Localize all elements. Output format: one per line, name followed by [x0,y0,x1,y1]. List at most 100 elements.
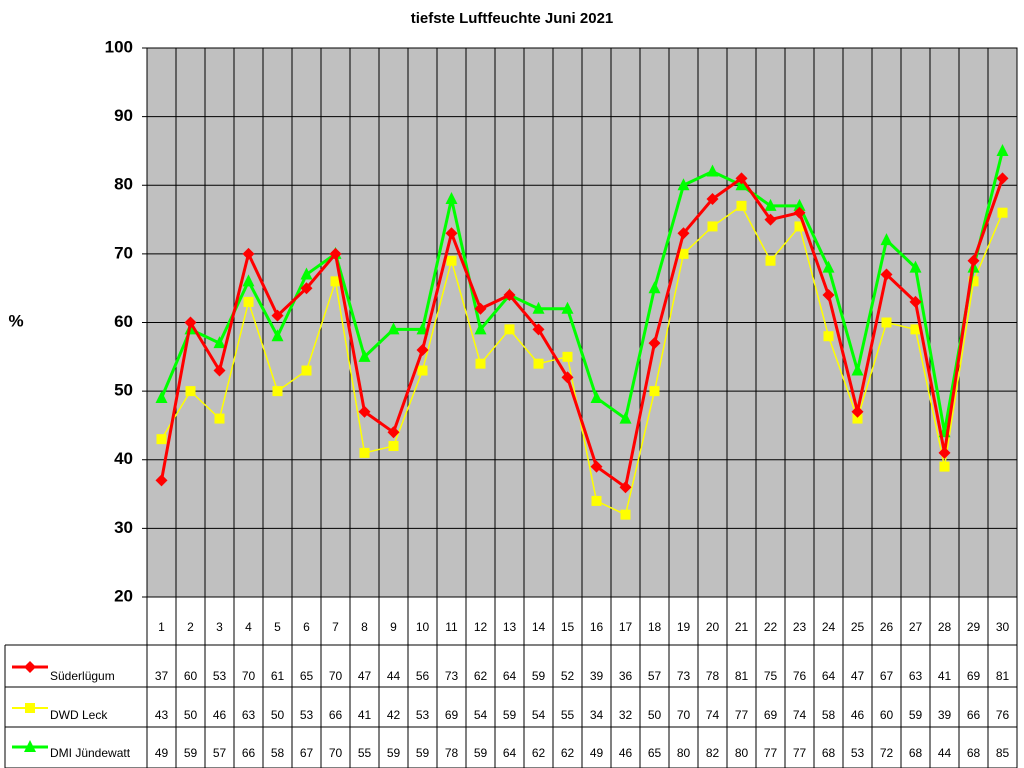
table-value: 64 [822,669,836,683]
data-point [880,233,893,246]
data-point [823,331,834,342]
table-value: 46 [851,708,865,722]
table-value: 46 [619,746,633,760]
x-tick-label: 27 [909,620,923,634]
x-tick-label: 25 [851,620,865,634]
table-value: 77 [735,708,749,722]
data-point [590,390,603,403]
table-value: 47 [851,669,865,683]
table-value: 64 [503,746,517,760]
data-point [533,358,544,369]
table-value: 58 [271,746,285,760]
table-value: 59 [474,746,488,760]
table-value: 50 [648,708,662,722]
table-value: 66 [329,708,343,722]
data-point [561,301,574,314]
x-tick-label: 13 [503,620,517,634]
x-tick-label: 19 [677,620,691,634]
table-value: 75 [764,669,778,683]
data-point [706,192,719,205]
y-tick-label: 90 [114,106,133,125]
table-value: 59 [532,669,546,683]
data-point [765,255,776,266]
table-value: 56 [416,669,430,683]
table-value: 59 [909,708,923,722]
legend-marker [24,740,36,752]
data-point [677,178,690,191]
x-tick-label: 7 [332,620,339,634]
table-value: 80 [677,746,691,760]
x-tick-label: 29 [967,620,981,634]
table-value: 61 [271,669,285,683]
table-value: 67 [300,746,314,760]
table-value: 54 [474,708,488,722]
data-point [300,282,313,295]
data-point [214,413,225,424]
data-point [387,426,400,439]
table-value: 70 [677,708,691,722]
data-point [590,460,603,473]
data-point [271,309,284,322]
y-tick-label: 100 [105,37,133,56]
table-value: 76 [793,669,807,683]
data-point [967,254,980,267]
table-value: 73 [445,669,459,683]
y-tick-label: 20 [114,586,133,605]
x-tick-label: 30 [996,620,1010,634]
y-tick-label: 40 [114,449,133,468]
x-tick-label: 1 [158,620,165,634]
table-value: 55 [561,708,575,722]
table-value: 64 [503,669,517,683]
legend-marker [25,703,35,713]
x-tick-label: 24 [822,620,836,634]
data-point [504,324,515,335]
table-value: 74 [706,708,720,722]
table-value: 50 [184,708,198,722]
table-value: 68 [967,746,981,760]
x-tick-label: 10 [416,620,430,634]
table-value: 58 [822,708,836,722]
data-point [329,247,342,260]
table-value: 68 [822,746,836,760]
legend-label: Süderlügum [50,669,115,683]
data-point [184,316,197,329]
data-point [532,301,545,314]
table-value: 67 [880,669,894,683]
legend-marker [24,661,36,673]
series-line [160,176,1004,490]
table-value: 43 [155,708,169,722]
table-value: 52 [561,669,575,683]
data-point [649,386,660,397]
data-point [416,322,429,335]
data-point [880,268,893,281]
data-point [851,405,864,418]
data-point [301,365,312,376]
table-value: 53 [213,669,227,683]
table-value: 62 [532,746,546,760]
x-tick-label: 3 [216,620,223,634]
table-value: 68 [909,746,923,760]
y-tick-label: 60 [114,312,133,331]
table-value: 63 [909,669,923,683]
table-value: 85 [996,746,1010,760]
data-point [707,221,718,232]
x-tick-label: 14 [532,620,546,634]
data-point [706,164,719,177]
table-value: 41 [938,669,952,683]
table-value: 80 [735,746,749,760]
x-tick-label: 20 [706,620,720,634]
table-value: 54 [532,708,546,722]
table-value: 46 [213,708,227,722]
table-value: 72 [880,746,894,760]
table-value: 59 [416,746,430,760]
data-point [677,227,690,240]
table-value: 44 [938,746,952,760]
data-point [330,276,341,287]
table-value: 69 [764,708,778,722]
x-tick-label: 5 [274,620,281,634]
data-point [445,227,458,240]
table-value: 77 [793,746,807,760]
x-tick-label: 15 [561,620,575,634]
table-value: 62 [474,669,488,683]
